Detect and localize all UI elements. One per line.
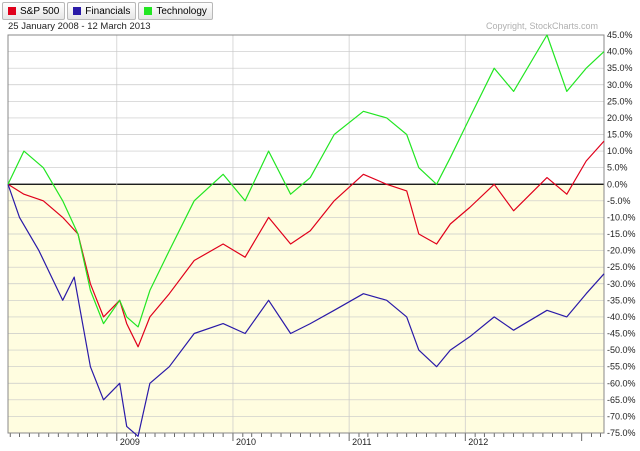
copyright-notice: Copyright, StockCharts.com — [485, 21, 598, 31]
y-tick-label: -15.0% — [607, 229, 636, 239]
legend-swatch-sp500 — [8, 7, 16, 15]
y-tick-label: 35.0% — [607, 63, 633, 73]
y-tick-label: -70.0% — [607, 411, 636, 421]
legend-label-sp500: S&P 500 — [20, 5, 60, 17]
y-tick-label: -60.0% — [607, 378, 636, 388]
y-tick-label: -25.0% — [607, 262, 636, 272]
legend-item-technology[interactable]: Technology — [138, 2, 213, 20]
date-range: 25 January 2008 - 12 March 2013 — [8, 21, 151, 32]
y-tick-label: -45.0% — [607, 329, 636, 339]
legend-item-financials[interactable]: Financials — [67, 2, 137, 20]
x-tick-label: 2010 — [236, 437, 256, 447]
x-tick-label: 2009 — [120, 437, 140, 447]
y-tick-label: 15.0% — [607, 130, 633, 140]
series-line-technology — [7, 34, 605, 328]
x-tick-label: 2011 — [352, 437, 371, 447]
legend-swatch-technology — [144, 7, 153, 15]
series-line-s-p-500 — [7, 140, 605, 348]
y-tick-label: 20.0% — [607, 113, 633, 123]
y-tick-label: 40.0% — [607, 47, 633, 57]
plot-bg-positive — [8, 35, 604, 185]
y-tick-label: -10.0% — [607, 212, 636, 222]
y-tick-label: -50.0% — [607, 345, 636, 355]
y-tick-label: 10.0% — [607, 146, 633, 156]
y-tick-label: -20.0% — [607, 246, 636, 256]
plot-bg-negative — [8, 184, 604, 433]
y-tick-label: 0.0% — [607, 179, 628, 189]
y-tick-label: 5.0% — [607, 163, 628, 173]
y-tick-label: 30.0% — [607, 80, 633, 90]
legend-item-sp500[interactable]: S&P 500 — [2, 2, 66, 20]
plot-border — [7, 34, 605, 434]
y-tick-label: -35.0% — [607, 295, 636, 305]
y-tick-label: -40.0% — [607, 312, 636, 322]
y-tick-label: 25.0% — [607, 96, 633, 106]
y-tick-label: -55.0% — [607, 362, 636, 372]
legend-swatch-financials — [73, 7, 82, 15]
y-tick-label: -65.0% — [607, 395, 636, 405]
y-tick-label: 45.0% — [607, 30, 633, 40]
legend-label-financials: Financials — [85, 5, 131, 17]
y-tick-label: -75.0% — [607, 428, 636, 438]
legend-label-technology: Technology — [156, 5, 207, 17]
chart-legend: S&P 500 Financials Technology — [2, 2, 213, 20]
x-tick-label: 2012 — [468, 437, 488, 447]
series-line-financials — [7, 184, 605, 437]
y-tick-label: -5.0% — [607, 196, 631, 206]
y-tick-label: -30.0% — [607, 279, 636, 289]
